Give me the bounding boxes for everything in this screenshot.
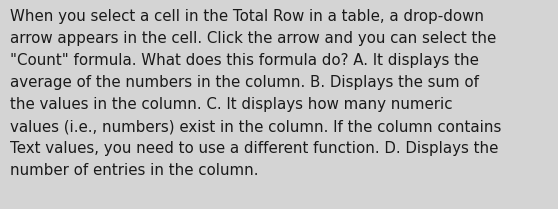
Text: When you select a cell in the Total Row in a table, a drop-down
arrow appears in: When you select a cell in the Total Row … <box>10 9 502 178</box>
